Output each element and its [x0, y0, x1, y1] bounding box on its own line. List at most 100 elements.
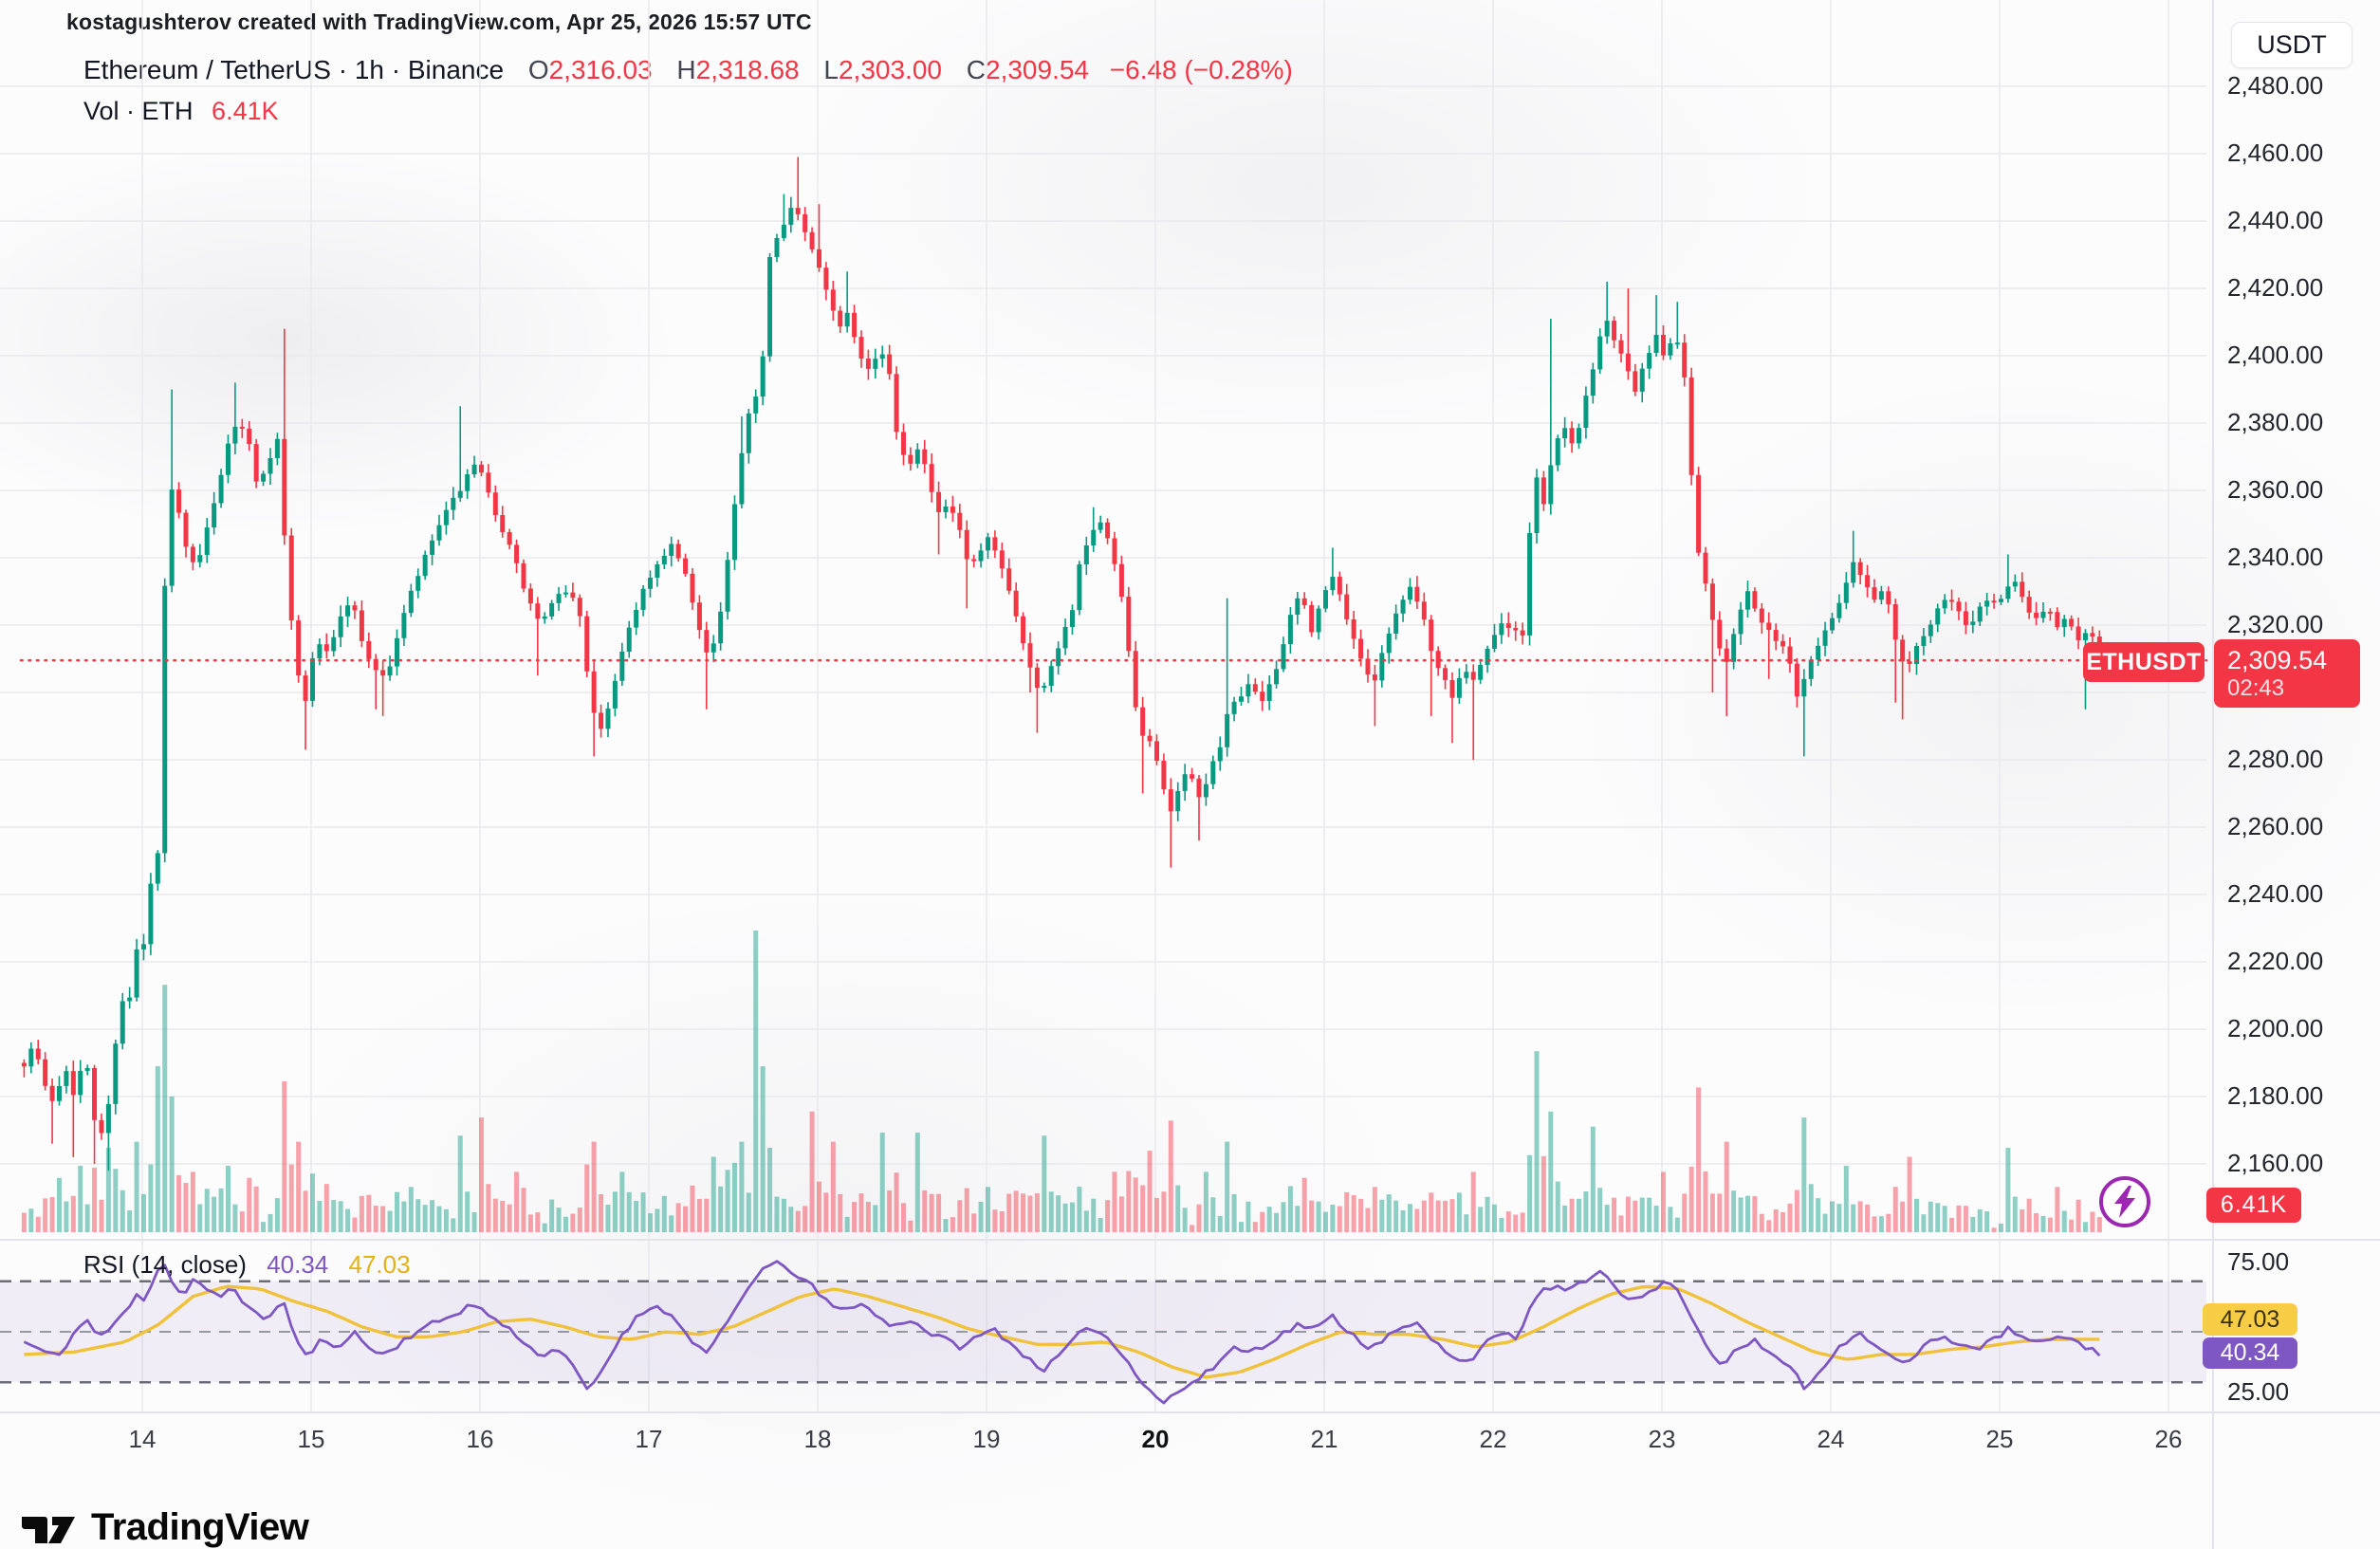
volume-bar — [359, 1195, 364, 1232]
volume-bar — [239, 1211, 245, 1232]
candle-down — [823, 267, 829, 290]
volume-bar — [1766, 1220, 1772, 1232]
candle-up — [753, 396, 759, 414]
time-tick-label: 20 — [1141, 1425, 1170, 1453]
volume-bar — [478, 1117, 484, 1232]
candle-down — [865, 358, 871, 369]
volume-bar — [1604, 1205, 1610, 1232]
candle-up — [985, 537, 990, 551]
price-tick-label: 2,220.00 — [2227, 947, 2324, 975]
candle-up — [549, 602, 555, 617]
volume-bar — [1316, 1201, 1321, 1232]
volume-bar — [1534, 1051, 1540, 1232]
candle-down — [190, 546, 195, 562]
volume-bar — [422, 1205, 428, 1232]
volume-bar — [549, 1199, 555, 1232]
volume-bar — [1562, 1205, 1568, 1232]
candle-down — [1358, 638, 1364, 659]
price-tick-label: 2,480.00 — [2227, 71, 2324, 100]
candle-down — [1344, 594, 1350, 619]
candle-down — [1435, 651, 1441, 669]
candle-up — [1913, 646, 1919, 665]
tradingview-logo[interactable]: TradingView — [21, 1506, 309, 1549]
volume-bar — [105, 1147, 111, 1232]
instant-order-button[interactable] — [2099, 1176, 2150, 1227]
volume-bar — [675, 1203, 681, 1232]
volume-bar — [457, 1135, 463, 1232]
time-tick-label: 25 — [1985, 1425, 2014, 1453]
volume-bar — [612, 1191, 618, 1232]
candle-down — [507, 532, 512, 545]
credit-text: kostagushterov created with TradingView.… — [66, 9, 812, 34]
candle-up — [204, 527, 210, 556]
candle-up — [1647, 353, 1652, 369]
volume-bar — [28, 1208, 34, 1232]
close-value: 2,309.54 — [986, 55, 1089, 84]
volume-bar — [1759, 1213, 1764, 1232]
candle-down — [1309, 604, 1315, 633]
candle-up — [1217, 747, 1223, 762]
volume-bar — [1674, 1217, 1680, 1232]
symbol-legend[interactable]: Ethereum / TetherUS · 1h · Binance O2,31… — [83, 55, 1293, 85]
candle-down — [999, 550, 1005, 569]
volume-bar — [894, 1172, 899, 1232]
volume-bar — [696, 1198, 702, 1232]
low-label: L — [823, 55, 839, 84]
currency-chip[interactable]: USDT — [2231, 22, 2352, 68]
volume-bar — [1281, 1202, 1286, 1232]
volume-bar — [70, 1195, 76, 1232]
volume-bar — [1414, 1208, 1420, 1232]
volume-label: Vol · ETH — [83, 97, 194, 125]
rsi-legend[interactable]: RSI (14, close) 40.34 47.03 — [83, 1250, 411, 1280]
volume-bar — [56, 1177, 62, 1232]
volume-bar — [781, 1198, 786, 1232]
price-axis-separator[interactable] — [2212, 0, 2214, 1549]
candle-up — [1829, 618, 1835, 631]
candle-down — [1612, 321, 1617, 341]
candle-up — [1379, 653, 1385, 681]
volume-bar — [1998, 1223, 2003, 1232]
volume-bar — [577, 1208, 582, 1232]
volume-legend[interactable]: Vol · ETH 6.41K — [83, 97, 279, 126]
candle-down — [1112, 538, 1117, 564]
volume-bar — [950, 1217, 955, 1232]
candle-down — [950, 507, 955, 513]
candle-up — [64, 1071, 69, 1086]
pane-separator[interactable] — [0, 1239, 2380, 1241]
volume-bar — [92, 1168, 98, 1232]
volume-bar — [605, 1205, 611, 1232]
price-tick-label: 2,360.00 — [2227, 475, 2324, 504]
volume-bar — [746, 1192, 751, 1232]
volume-bar — [225, 1166, 231, 1232]
volume-bar — [1576, 1198, 1581, 1232]
candle-down — [690, 573, 695, 603]
volume-bar — [387, 1210, 393, 1232]
candle-down — [492, 492, 498, 516]
volume-bar — [247, 1177, 252, 1232]
tradingview-wordmark: TradingView — [91, 1506, 309, 1548]
candle-up — [739, 452, 745, 505]
volume-bar — [2090, 1211, 2095, 1232]
candle-down — [1633, 371, 1638, 392]
rsi-ma-tag: 47.03 — [2203, 1303, 2297, 1336]
volume-layer — [21, 931, 2102, 1232]
time-axis-separator[interactable] — [0, 1411, 2380, 1413]
low-value: 2,303.00 — [838, 55, 942, 84]
candle-down — [527, 588, 533, 604]
candle-up — [1731, 634, 1737, 662]
candle-up — [1555, 438, 1560, 466]
volume-bar — [1513, 1214, 1519, 1232]
candle-down — [2026, 597, 2032, 613]
candle-down — [1963, 611, 1968, 625]
candle-down — [887, 354, 893, 375]
candle-up — [2012, 581, 2018, 587]
candle-up — [232, 426, 238, 444]
volume-bar — [1168, 1120, 1173, 1232]
volume-bar — [261, 1222, 267, 1232]
volume-bar — [929, 1193, 934, 1232]
candle-up — [1225, 713, 1230, 747]
candle-up — [394, 637, 399, 667]
volume-bar — [591, 1141, 597, 1232]
volume-bar — [78, 1166, 83, 1232]
